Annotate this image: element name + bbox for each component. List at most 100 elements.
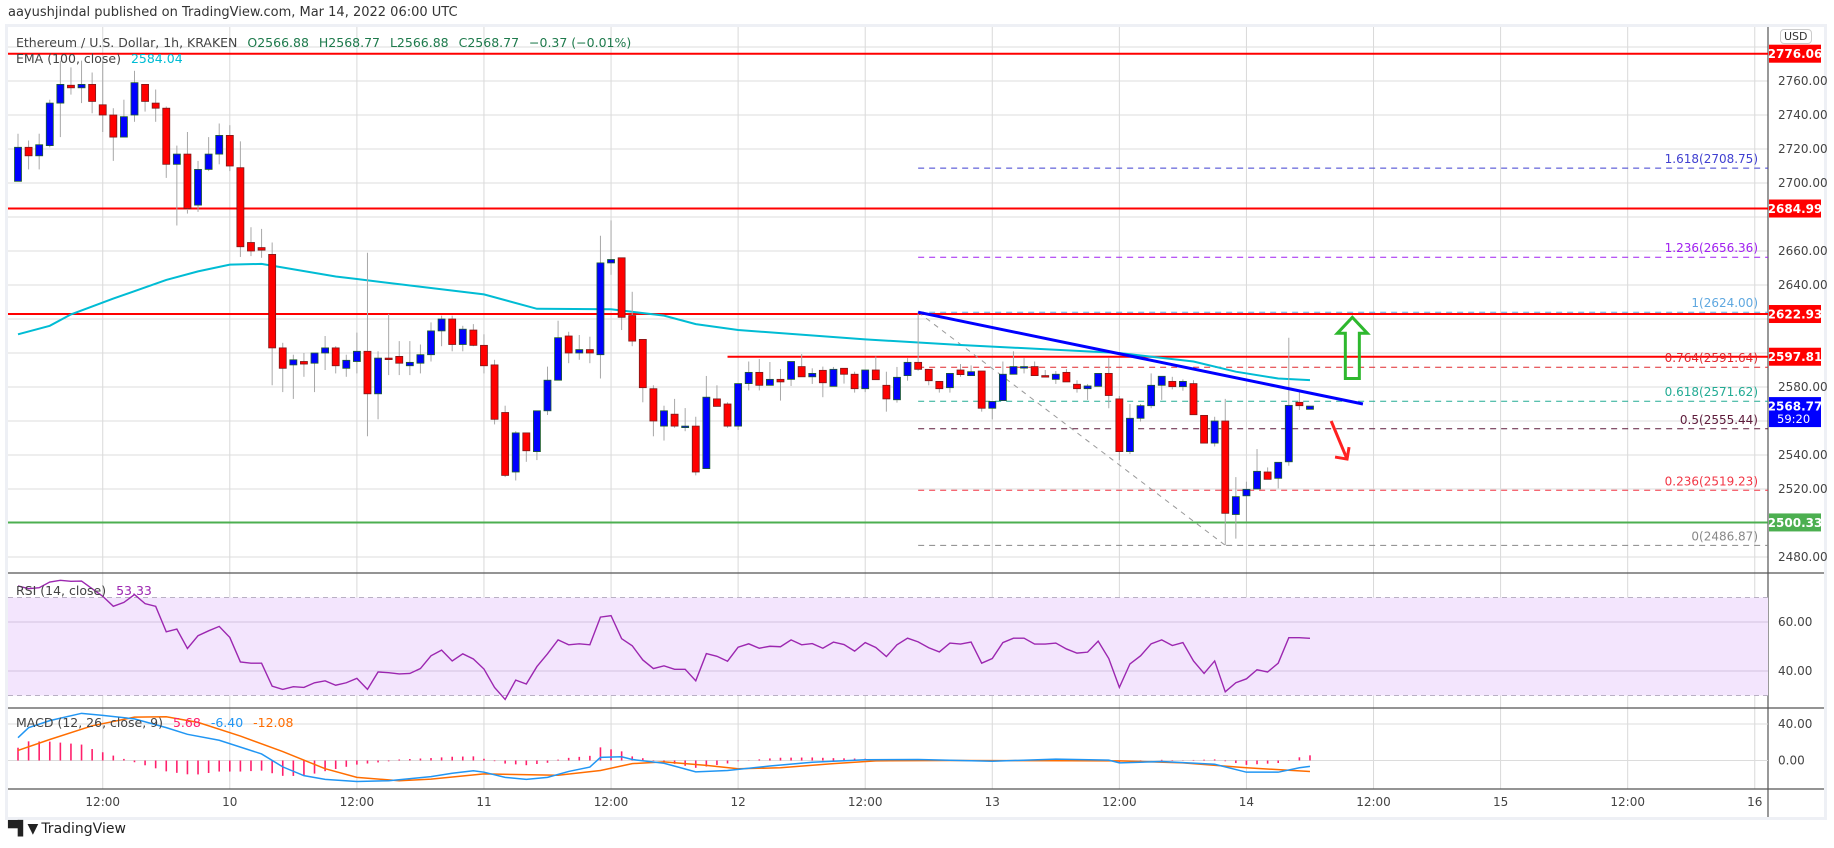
candle-down [247,242,255,252]
tradingview-logo-icon: ▀▌▼ [8,821,38,837]
time-tick-label: 12:00 [1610,795,1645,809]
candle-up [77,84,86,89]
last-price-badge [1769,397,1821,428]
rsi-label[interactable]: RSI (14, close) [16,583,107,598]
price-tick-label: 2540.00 [1778,448,1828,462]
candle-up [787,361,795,380]
candle-down [522,432,531,452]
rsi-line [17,579,1311,701]
macd-tick-label: 0.00 [1778,754,1805,768]
candle-down [1295,401,1304,407]
candle-down [628,315,637,342]
candle-up [511,432,520,473]
candle-up [458,328,467,345]
candle-down [1073,383,1081,390]
candle-up [374,357,382,395]
candle-up [533,410,541,452]
candle-down [151,102,160,109]
candle-down [1062,371,1071,383]
candle-up [14,146,22,182]
candle-up [1020,366,1028,369]
rsi-value: 53.33 [116,583,152,598]
candle-up [1253,470,1261,490]
candle-down [882,384,891,400]
time-tick-label: 12:00 [1356,795,1391,809]
candle-up [204,153,213,170]
candle-down [109,114,118,138]
ema-label[interactable]: EMA (100, close) [16,51,121,66]
brand-name: TradingView [41,821,126,837]
rsi-band [8,597,1768,696]
symbol-title[interactable]: Ethereum / U.S. Dollar, 1h, KRAKEN [16,35,238,50]
price-badge-label: 2622.93 [1768,308,1823,322]
time-tick-label: 14 [1239,795,1254,809]
candle-down [935,380,944,390]
publish-info: aayushjindal published on TradingView.co… [8,5,458,20]
macd-label[interactable]: MACD (12, 26, close, 9) [16,715,163,730]
candle-down [797,366,806,378]
price-tick-label: 2520.00 [1778,482,1828,496]
candle-up [352,350,361,362]
candle-up [342,359,351,369]
time-tick-label: 16 [1747,795,1762,809]
price-badge-label: 2500.33 [1768,516,1823,530]
candle-up [310,352,319,364]
candle-down [395,355,404,364]
candle-down [331,347,340,367]
low-value: L2566.88 [389,35,449,50]
candle-up [660,410,668,427]
candle-down [723,403,732,427]
candle-up [1231,496,1240,515]
candle-up [194,168,202,206]
macd-value: -6.40 [210,715,244,730]
candle-down [501,412,510,476]
macd-legend: MACD (12, 26, close, 9) 5.68 -6.40 -12.0… [16,715,299,730]
price-tick-label: 2720.00 [1778,142,1828,156]
candle-down [1168,380,1177,388]
time-tick-label: 12:00 [848,795,883,809]
fib-level-label: 1.236(2656.36) [1665,241,1758,255]
candle-up [702,396,711,470]
ema-line [17,262,1311,382]
red-arrow-head-icon [1334,446,1351,461]
red-down-arrow-icon [1329,420,1349,460]
price-badge [1769,305,1821,324]
footer-brand[interactable]: ▀▌▼ TradingView [8,821,126,837]
time-tick-label: 15 [1493,795,1508,809]
price-tick-label: 2480.00 [1778,550,1828,564]
candle-down [818,369,827,384]
candle-down [1263,471,1272,480]
descending-trendline [917,310,1364,406]
candle-down [617,257,626,318]
candle-up [427,330,435,356]
ema-value: 2584.04 [130,51,183,66]
candle-down [469,329,478,346]
candle-down [585,349,594,354]
candle-up [289,359,298,366]
time-tick-label: 12 [730,795,745,809]
price-badge-label: 2684.99 [1768,202,1823,216]
candle-down [384,357,393,361]
candle-down [67,84,75,89]
candle-up [596,262,605,356]
candle-up [543,379,552,412]
candle-up [829,368,838,387]
candle-up [1126,417,1134,452]
candle-up [554,337,562,381]
candle-up [744,371,753,385]
currency-label[interactable]: USD [1780,29,1812,44]
macd-hist-value: 5.68 [172,715,201,730]
rsi-tick-label: 40.00 [1778,664,1812,678]
candle-up [1009,366,1018,375]
candle-up [808,372,817,378]
candle-up [1210,420,1219,444]
candle-down [278,347,287,369]
candle-down [670,413,679,427]
rsi-tick-label: 60.00 [1778,615,1812,629]
price-tick-label: 2760.00 [1778,74,1828,88]
fib-level-label: 0.236(2519.23) [1665,474,1758,488]
candle-up [120,116,128,138]
candle-up [45,102,54,146]
candle-up [1157,375,1166,386]
